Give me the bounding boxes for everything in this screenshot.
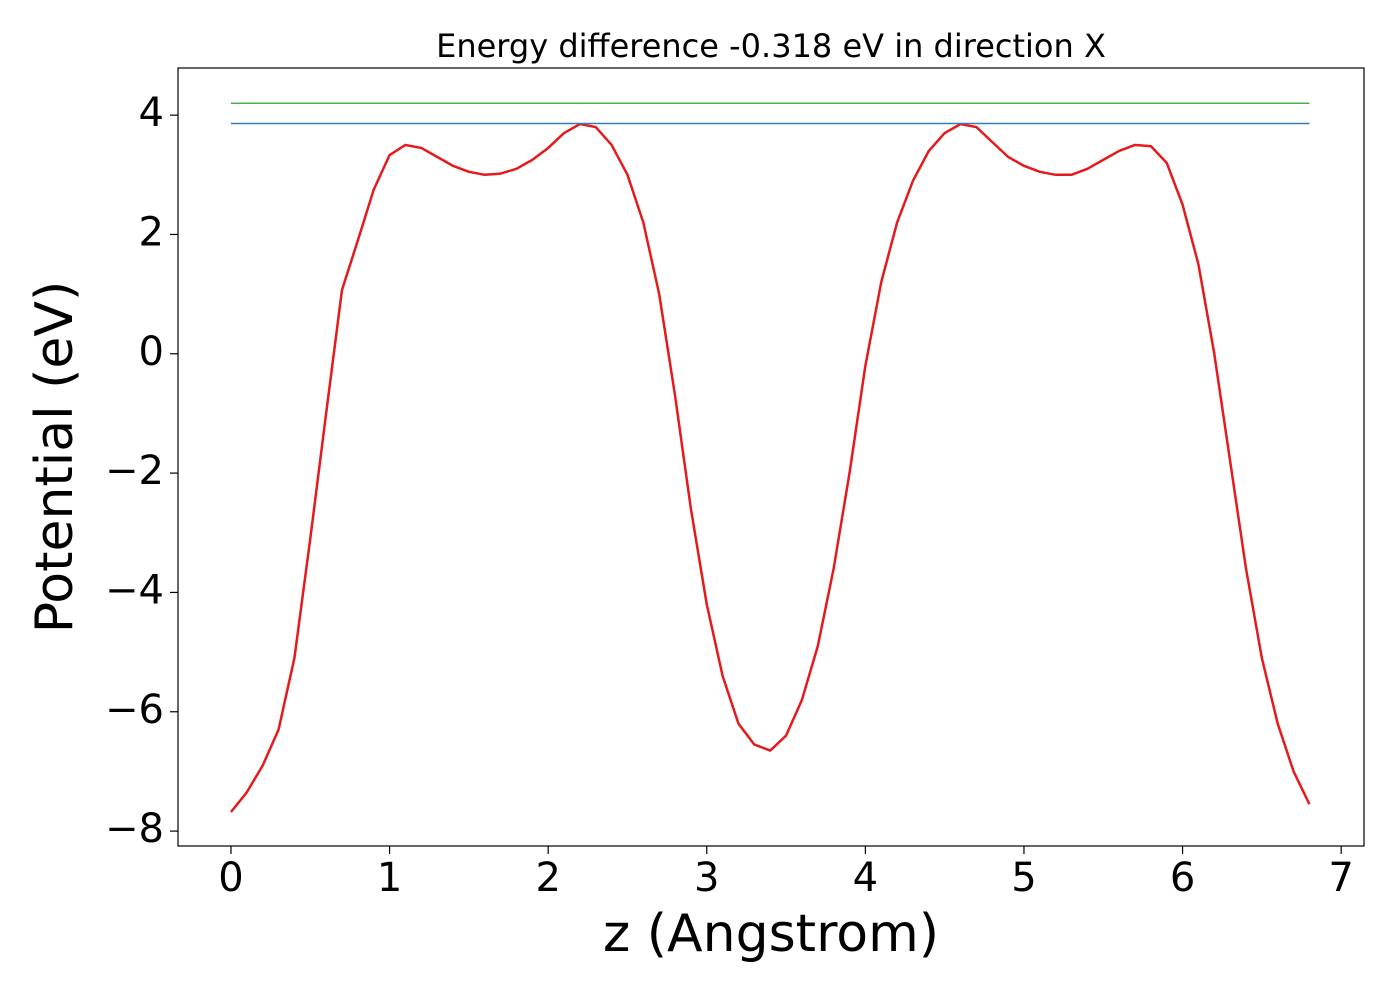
x-tick-label: 4 — [853, 855, 878, 901]
series-line — [229, 122, 1311, 813]
x-tick-label: 6 — [1170, 855, 1195, 901]
chart-title: Energy difference -0.318 eV in direction… — [436, 27, 1106, 65]
x-tick-label: 5 — [1011, 855, 1036, 901]
x-tick-label: 2 — [535, 855, 560, 901]
y-tick-label: 2 — [139, 209, 164, 255]
x-tick-label: 1 — [377, 855, 402, 901]
x-tick-label: 3 — [694, 855, 719, 901]
y-tick-label: 0 — [139, 329, 164, 375]
y-tick-label: −6 — [105, 687, 164, 733]
y-axis-label: Potential (eV) — [25, 281, 85, 633]
x-axis-label: z (Angstrom) — [603, 904, 939, 964]
y-tick-label: −4 — [105, 567, 164, 613]
y-tick-label: 4 — [139, 90, 164, 136]
y-tick-label: −2 — [105, 448, 164, 494]
x-tick-label: 7 — [1328, 855, 1353, 901]
y-tick-label: −8 — [105, 806, 164, 852]
x-tick-label: 0 — [218, 855, 243, 901]
plot-frame — [177, 67, 1365, 847]
